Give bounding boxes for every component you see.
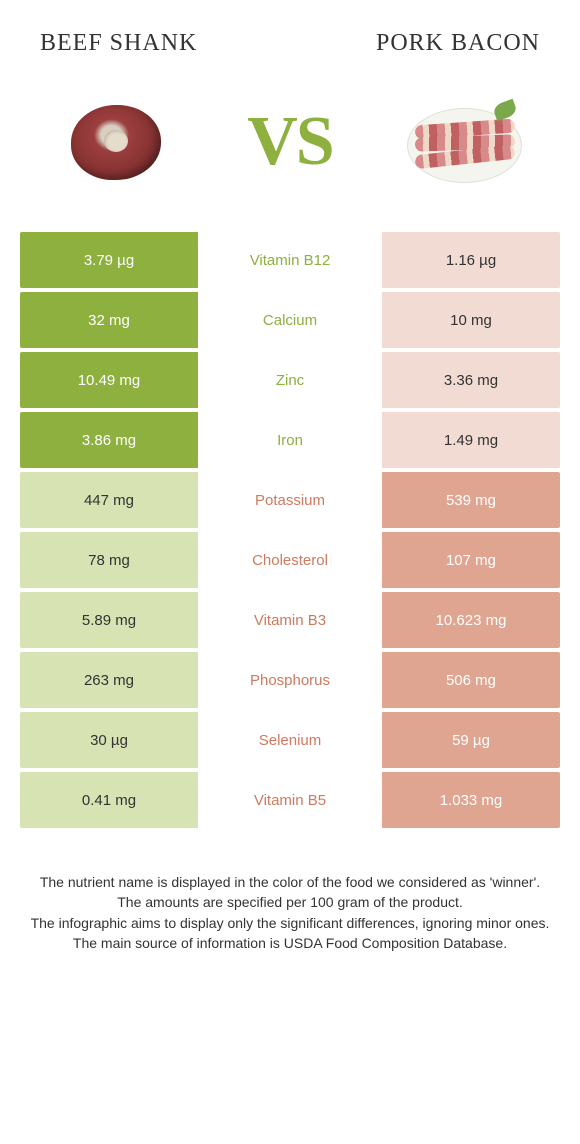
footer-line: The amounts are specified per 100 gram o… [24, 892, 556, 912]
table-row: 3.79 µgVitamin B121.16 µg [20, 232, 560, 288]
right-food-title: Pork bacon [376, 30, 540, 57]
right-value: 1.16 µg [382, 232, 560, 288]
table-row: 10.49 mgZinc3.36 mg [20, 352, 560, 408]
table-row: 263 mgPhosphorus506 mg [20, 652, 560, 708]
footer-line: The nutrient name is displayed in the co… [24, 872, 556, 892]
right-value: 1.033 mg [382, 772, 560, 828]
right-value: 10.623 mg [382, 592, 560, 648]
left-value: 3.79 µg [20, 232, 198, 288]
footer-line: The infographic aims to display only the… [24, 913, 556, 933]
nutrient-label: Iron [198, 412, 382, 468]
left-value: 263 mg [20, 652, 198, 708]
vs-label: VS [247, 102, 332, 182]
right-value: 506 mg [382, 652, 560, 708]
nutrient-label: Zinc [198, 352, 382, 408]
nutrient-comparison-table: 3.79 µgVitamin B121.16 µg32 mgCalcium10 … [0, 232, 580, 828]
left-food-title: Beef shank [40, 30, 197, 57]
table-row: 0.41 mgVitamin B51.033 mg [20, 772, 560, 828]
table-row: 32 mgCalcium10 mg [20, 292, 560, 348]
nutrient-label: Cholesterol [198, 532, 382, 588]
left-value: 30 µg [20, 712, 198, 768]
left-value: 32 mg [20, 292, 198, 348]
left-value: 78 mg [20, 532, 198, 588]
nutrient-label: Selenium [198, 712, 382, 768]
left-value: 0.41 mg [20, 772, 198, 828]
table-row: 30 µgSelenium59 µg [20, 712, 560, 768]
nutrient-label: Potassium [198, 472, 382, 528]
table-row: 447 mgPotassium539 mg [20, 472, 560, 528]
right-value: 3.36 mg [382, 352, 560, 408]
right-value: 59 µg [382, 712, 560, 768]
right-value: 107 mg [382, 532, 560, 588]
nutrient-label: Phosphorus [198, 652, 382, 708]
left-value: 10.49 mg [20, 352, 198, 408]
table-row: 3.86 mgIron1.49 mg [20, 412, 560, 468]
nutrient-label: Vitamin B3 [198, 592, 382, 648]
left-value: 5.89 mg [20, 592, 198, 648]
left-value: 3.86 mg [20, 412, 198, 468]
right-food-image [405, 92, 525, 192]
right-value: 1.49 mg [382, 412, 560, 468]
left-food-image [55, 92, 175, 192]
footer-line: The main source of information is USDA F… [24, 933, 556, 953]
footer-notes: The nutrient name is displayed in the co… [0, 832, 580, 953]
nutrient-label: Calcium [198, 292, 382, 348]
table-row: 78 mgCholesterol107 mg [20, 532, 560, 588]
left-value: 447 mg [20, 472, 198, 528]
right-value: 10 mg [382, 292, 560, 348]
right-value: 539 mg [382, 472, 560, 528]
nutrient-label: Vitamin B12 [198, 232, 382, 288]
table-row: 5.89 mgVitamin B310.623 mg [20, 592, 560, 648]
nutrient-label: Vitamin B5 [198, 772, 382, 828]
